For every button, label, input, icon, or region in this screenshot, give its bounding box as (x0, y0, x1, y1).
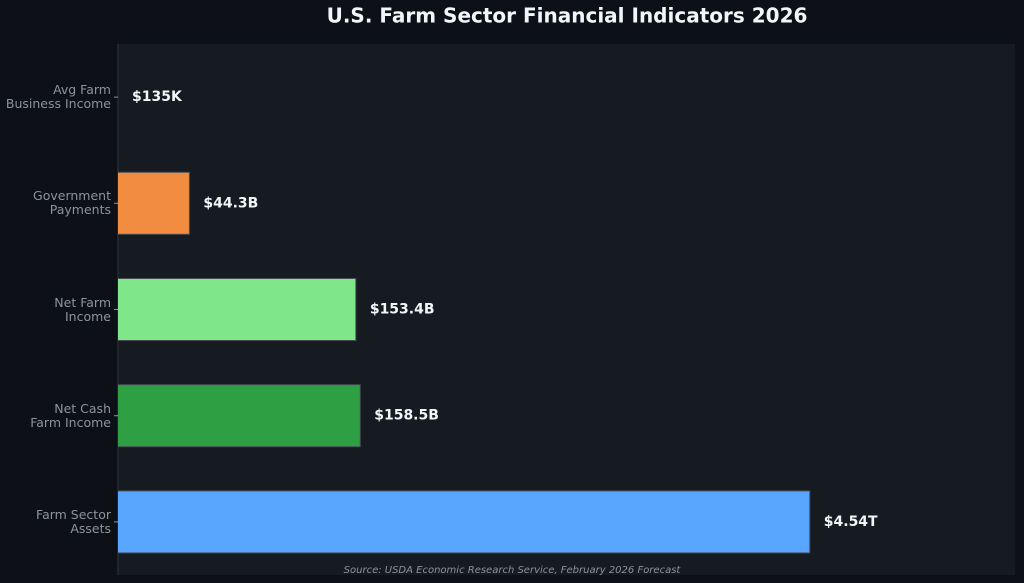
y-tick-label: Farm Sector Assets (36, 506, 111, 536)
value-label: $4.54T (824, 514, 878, 530)
y-tick-label: Government Payments (33, 188, 111, 218)
value-label: $153.4B (370, 302, 435, 318)
bar (118, 171, 190, 235)
value-label: $44.3B (203, 195, 258, 211)
bars (118, 171, 811, 554)
bar (118, 384, 361, 448)
value-label: $135K (132, 89, 183, 105)
bar (118, 278, 357, 341)
y-tick-label: Avg Farm Business Income (5, 82, 111, 112)
chart-title: U.S. Farm Sector Financial Indicators 20… (327, 4, 808, 28)
value-label: $158.5B (374, 408, 439, 424)
y-tick-label: Net Farm Income (54, 294, 111, 324)
bar (118, 490, 811, 554)
header-bg (0, 0, 1024, 44)
y-tick-label: Net Cash Farm Income (30, 400, 111, 430)
source-note: Source: USDA Economic Research Service, … (344, 565, 682, 576)
